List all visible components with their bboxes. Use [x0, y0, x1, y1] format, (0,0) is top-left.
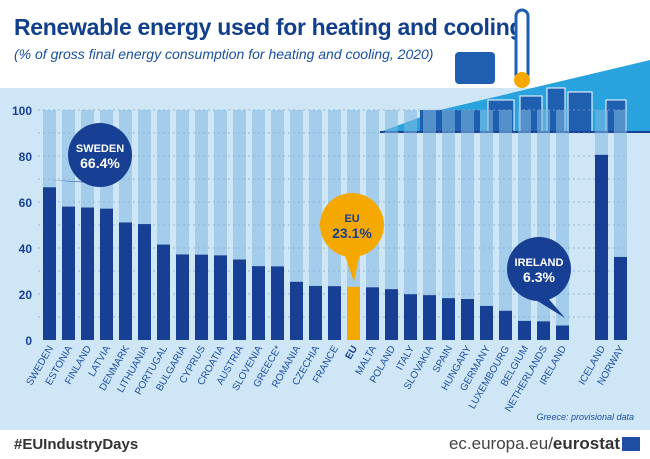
ireland-callout-bubble — [507, 237, 571, 301]
eu-flag-icon — [622, 437, 640, 451]
bar-poland — [385, 289, 398, 340]
sweden-callout-label: SWEDEN — [76, 143, 124, 155]
eu-callout-bubble — [320, 193, 384, 257]
y-tick-label: 100 — [12, 104, 32, 118]
bar-lithuania — [138, 224, 151, 340]
bar-eu — [347, 286, 360, 340]
bar-iceland — [595, 154, 608, 340]
site-brand: eurostat — [552, 434, 620, 453]
bar-hungary — [461, 299, 474, 340]
bar-track — [518, 110, 531, 340]
site-prefix: ec.europa.eu/ — [448, 434, 553, 453]
bar-bulgaria — [176, 254, 189, 340]
bar-chart: 020406080100SWEDENESTONIAFINLANDLATVIADE… — [12, 8, 650, 414]
bar-denmark — [119, 222, 132, 340]
bar-ireland — [556, 325, 569, 340]
bar-spain — [442, 298, 455, 340]
thermometer-bulb — [514, 72, 530, 88]
eu-callout-label: EU — [344, 213, 359, 225]
bar-track — [385, 110, 398, 340]
bar-france — [328, 286, 341, 340]
bar-track — [442, 110, 455, 340]
ireland-callout-pointer — [531, 297, 565, 318]
thermometer-icon — [514, 8, 530, 82]
eu-callout-pointer — [344, 253, 360, 282]
bar-estonia — [62, 206, 75, 340]
sweden-callout-bubble — [68, 123, 132, 187]
y-tick-label: 40 — [19, 242, 33, 256]
bar-track — [461, 110, 474, 340]
ireland-callout-label: IRELAND — [515, 257, 564, 269]
bar-greece — [271, 266, 284, 340]
bar-romania — [290, 281, 303, 340]
bar-track — [499, 110, 512, 340]
bar-track — [423, 110, 436, 340]
bar-slovakia — [423, 295, 436, 340]
y-tick-label: 20 — [19, 288, 33, 302]
sweden-callout-value: 66.4% — [80, 155, 120, 171]
bar-luxembourg — [499, 310, 512, 340]
bar-italy — [404, 294, 417, 340]
y-tick-label: 60 — [19, 196, 33, 210]
bar-netherlands — [537, 321, 550, 340]
bar-latvia — [100, 208, 113, 340]
bar-track — [556, 110, 569, 340]
hashtag: #EUIndustryDays — [14, 436, 139, 453]
fan-icon — [455, 52, 495, 84]
bar-portugal — [157, 244, 170, 340]
bar-belgium — [518, 320, 531, 340]
chart-subtitle: (% of gross final energy consumption for… — [14, 46, 434, 62]
building-icon — [567, 91, 593, 133]
footnote: Greece: provisional data — [536, 412, 634, 422]
bar-track — [480, 110, 493, 340]
ireland-callout-value: 6.3% — [523, 269, 555, 285]
bar-finland — [81, 207, 94, 340]
bar-czechia — [309, 285, 322, 340]
bar-malta — [366, 287, 379, 340]
y-tick-label: 80 — [19, 150, 33, 164]
bar-cyprus — [195, 254, 208, 340]
bar-track — [309, 110, 322, 340]
eu-callout-value: 23.1% — [332, 225, 372, 241]
bar-track — [404, 110, 417, 340]
bar-austria — [233, 259, 246, 340]
bar-norway — [614, 256, 627, 340]
site-link[interactable]: ec.europa.eu/eurostat — [449, 434, 620, 454]
bar-sweden — [43, 187, 56, 340]
x-tick-label: EU — [344, 344, 360, 362]
bar-germany — [480, 305, 493, 340]
y-tick-label: 0 — [25, 334, 32, 348]
chart-title: Renewable energy used for heating and co… — [14, 14, 524, 40]
bar-slovenia — [252, 266, 265, 340]
bar-croatia — [214, 255, 227, 340]
